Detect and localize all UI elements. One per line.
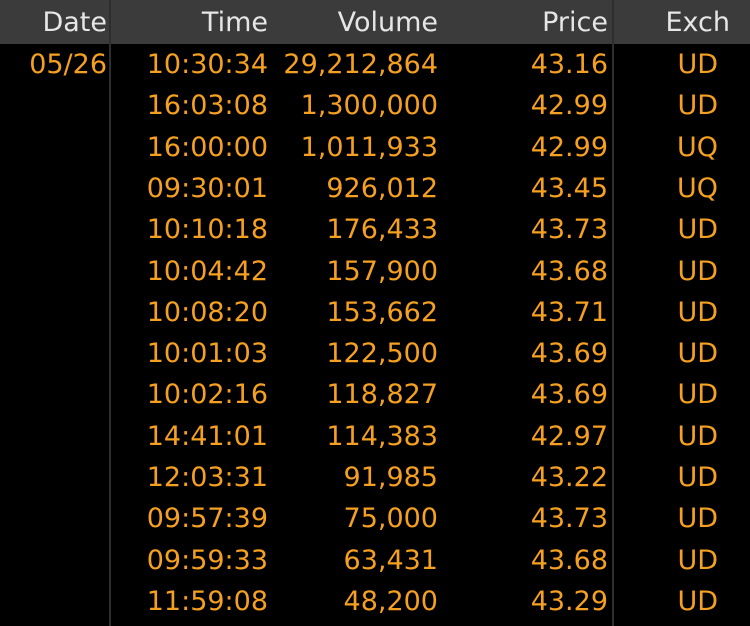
exch-cell: UD xyxy=(677,90,718,122)
volume-cell: 1,300,000 xyxy=(300,90,438,122)
volume-cell: 29,212,864 xyxy=(283,49,438,80)
time-cell: 16:03:08 xyxy=(146,90,268,122)
exch-cell: UD xyxy=(677,338,718,370)
volume-cell: 122,500 xyxy=(326,338,438,370)
volume-cell: 926,012 xyxy=(326,172,438,204)
exch-cell: UD xyxy=(677,585,718,617)
price-cell: 43.68 xyxy=(530,255,608,287)
volume-cell: 176,433 xyxy=(326,214,438,246)
volume-cell: 75,000 xyxy=(343,503,438,535)
time-cell: 11:59:08 xyxy=(146,585,268,617)
exch-cell: UQ xyxy=(676,131,718,163)
time-cell: 10:10:18 xyxy=(146,214,268,246)
time-cell: 10:02:16 xyxy=(146,379,268,411)
volume-cell: 63,431 xyxy=(343,544,438,576)
exch-cell: UD xyxy=(677,49,718,80)
volume-cell: 118,827 xyxy=(326,379,438,411)
exch-cell: UD xyxy=(677,462,718,493)
volume-cell: 91,985 xyxy=(343,462,438,493)
price-cell: 42.97 xyxy=(530,420,608,452)
time-cell: 16:00:00 xyxy=(146,131,268,163)
volume-cell: 48,200 xyxy=(343,585,438,617)
time-cell: 10:30:34 xyxy=(146,49,268,80)
price-cell: 42.99 xyxy=(530,131,608,163)
exch-cell: UD xyxy=(677,214,718,246)
price-cell: 43.69 xyxy=(530,338,608,370)
price-cell: 43.29 xyxy=(530,585,608,617)
time-cell: 09:57:39 xyxy=(146,503,268,535)
price-cell: 43.22 xyxy=(530,462,608,493)
table-header xyxy=(0,0,750,44)
time-cell: 09:59:33 xyxy=(146,544,268,576)
exch-cell: UD xyxy=(677,420,718,452)
price-cell: 43.45 xyxy=(530,172,608,204)
time-cell: 09:30:01 xyxy=(146,172,268,204)
column-header: Date xyxy=(42,7,107,38)
column-header: Volume xyxy=(337,7,438,38)
time-cell: 10:04:42 xyxy=(146,255,268,287)
time-cell: 10:08:20 xyxy=(146,296,268,328)
volume-cell: 114,383 xyxy=(326,420,438,452)
exch-cell: UD xyxy=(677,503,718,535)
price-cell: 43.73 xyxy=(530,214,608,246)
exch-cell: UD xyxy=(677,379,718,411)
price-cell: 43.71 xyxy=(530,296,608,328)
exch-cell: UQ xyxy=(676,172,718,204)
column-header: Price xyxy=(542,7,608,38)
time-cell: 12:03:31 xyxy=(146,462,268,493)
price-cell: 43.16 xyxy=(530,49,608,80)
volume-cell: 153,662 xyxy=(326,296,438,328)
column-header: Time xyxy=(201,7,268,38)
exch-cell: UD xyxy=(677,255,718,287)
price-cell: 43.73 xyxy=(530,503,608,535)
column-divider xyxy=(109,0,111,626)
column-divider xyxy=(612,0,614,626)
time-cell: 10:01:03 xyxy=(146,338,268,370)
volume-cell: 157,900 xyxy=(326,255,438,287)
exch-cell: UD xyxy=(677,296,718,328)
price-cell: 43.68 xyxy=(530,544,608,576)
price-cell: 43.69 xyxy=(530,379,608,411)
exch-cell: UD xyxy=(677,544,718,576)
volume-cell: 1,011,933 xyxy=(300,131,438,163)
date-cell: 05/26 xyxy=(29,49,107,80)
price-cell: 42.99 xyxy=(530,90,608,122)
column-header: Exch xyxy=(665,7,730,38)
time-cell: 14:41:01 xyxy=(146,420,268,452)
